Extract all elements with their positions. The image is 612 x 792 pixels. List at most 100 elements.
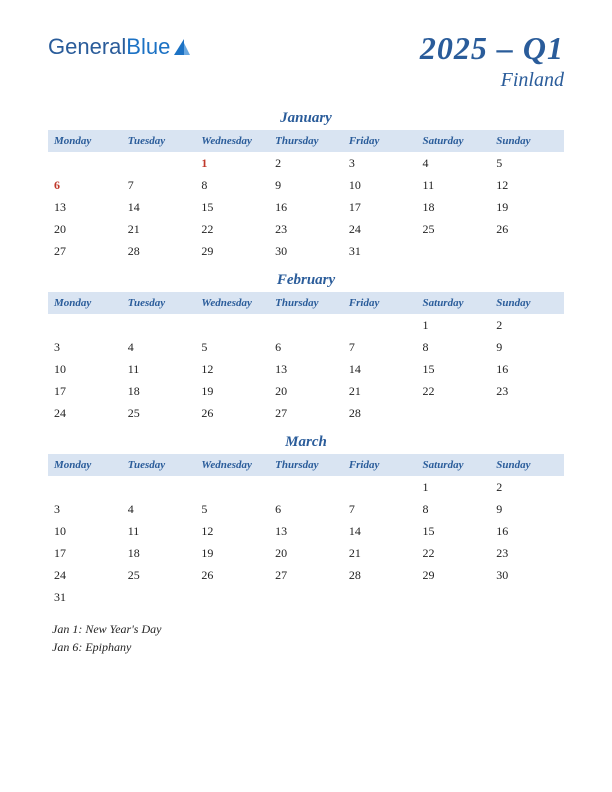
calendar-cell: 3	[48, 498, 122, 520]
weekday-header: Monday	[48, 454, 122, 476]
calendar-row: 12345	[48, 152, 564, 174]
weekday-header: Wednesday	[195, 130, 269, 152]
calendar-cell	[269, 476, 343, 498]
month-block: March MondayTuesdayWednesdayThursdayFrida…	[48, 434, 564, 608]
calendar-cell: 29	[417, 564, 491, 586]
calendar-cell: 11	[122, 520, 196, 542]
calendar-cell: 21	[343, 380, 417, 402]
calendar-cell: 23	[490, 542, 564, 564]
calendar-cell: 11	[417, 174, 491, 196]
calendar-cell: 19	[195, 380, 269, 402]
calendar-cell	[417, 586, 491, 608]
calendar-cell	[417, 402, 491, 424]
calendar-cell: 13	[269, 358, 343, 380]
weekday-header: Thursday	[269, 454, 343, 476]
calendar-cell: 7	[343, 498, 417, 520]
calendar-table: MondayTuesdayWednesdayThursdayFridaySatu…	[48, 130, 564, 262]
calendar-cell: 22	[417, 542, 491, 564]
calendar-row: 13141516171819	[48, 196, 564, 218]
calendar-cell	[490, 240, 564, 262]
calendar-cell: 31	[48, 586, 122, 608]
calendar-cell: 9	[490, 336, 564, 358]
calendar-cell	[48, 476, 122, 498]
weekday-header: Friday	[343, 130, 417, 152]
calendar-cell	[343, 476, 417, 498]
calendar-cell: 2	[490, 314, 564, 336]
calendar-cell: 12	[490, 174, 564, 196]
calendar-cell: 2	[490, 476, 564, 498]
weekday-header: Wednesday	[195, 454, 269, 476]
calendar-cell: 11	[122, 358, 196, 380]
calendar-cell: 17	[343, 196, 417, 218]
weekday-header: Tuesday	[122, 454, 196, 476]
calendar-cell: 1	[417, 476, 491, 498]
logo: GeneralBlue	[48, 30, 192, 60]
calendar-cell: 22	[417, 380, 491, 402]
calendar-cell	[269, 586, 343, 608]
calendar-cell: 16	[490, 358, 564, 380]
calendar-cell: 2	[269, 152, 343, 174]
calendar-cell: 26	[195, 402, 269, 424]
weekday-header: Monday	[48, 130, 122, 152]
calendar-cell: 24	[343, 218, 417, 240]
calendar-table: MondayTuesdayWednesdayThursdayFridaySatu…	[48, 292, 564, 424]
calendar-cell	[195, 476, 269, 498]
month-block: February MondayTuesdayWednesdayThursdayFr…	[48, 272, 564, 424]
calendar-cell	[122, 152, 196, 174]
footnote-line: Jan 1: New Year's Day	[52, 620, 564, 638]
weekday-header: Thursday	[269, 130, 343, 152]
weekday-header: Monday	[48, 292, 122, 314]
calendar-cell: 12	[195, 520, 269, 542]
calendar-cell	[343, 586, 417, 608]
calendar-row: 12	[48, 476, 564, 498]
weekday-header: Friday	[343, 292, 417, 314]
calendar-cell	[122, 476, 196, 498]
calendar-cell	[48, 314, 122, 336]
calendar-cell: 13	[48, 196, 122, 218]
calendar-page: GeneralBlue 2025 – Q1 Finland JanuaryMon…	[0, 0, 612, 676]
calendar-row: 6789101112	[48, 174, 564, 196]
calendar-row: 20212223242526	[48, 218, 564, 240]
calendar-cell: 20	[48, 218, 122, 240]
calendar-cell: 27	[48, 240, 122, 262]
calendar-cell: 14	[343, 358, 417, 380]
calendar-cell: 25	[122, 564, 196, 586]
calendar-cell: 6	[48, 174, 122, 196]
calendar-row: 17181920212223	[48, 380, 564, 402]
month-name: March	[48, 434, 564, 451]
calendar-cell	[195, 314, 269, 336]
calendar-cell	[195, 586, 269, 608]
calendar-cell: 5	[195, 498, 269, 520]
calendar-cell: 23	[490, 380, 564, 402]
calendar-row: 24252627282930	[48, 564, 564, 586]
calendar-cell: 28	[122, 240, 196, 262]
title-block: 2025 – Q1 Finland	[420, 30, 564, 92]
weekday-header: Sunday	[490, 130, 564, 152]
calendar-cell: 9	[269, 174, 343, 196]
calendar-row: 3456789	[48, 498, 564, 520]
calendar-cell: 30	[490, 564, 564, 586]
calendar-cell	[490, 402, 564, 424]
calendar-table: MondayTuesdayWednesdayThursdayFridaySatu…	[48, 454, 564, 608]
calendar-cell: 24	[48, 402, 122, 424]
calendar-cell: 1	[195, 152, 269, 174]
calendar-cell: 27	[269, 564, 343, 586]
calendar-cell: 6	[269, 336, 343, 358]
calendar-cell: 16	[269, 196, 343, 218]
weekday-header: Sunday	[490, 454, 564, 476]
weekday-header: Saturday	[417, 454, 491, 476]
calendar-cell: 18	[417, 196, 491, 218]
calendar-cell: 16	[490, 520, 564, 542]
calendar-cell: 4	[122, 498, 196, 520]
calendar-cell: 8	[417, 336, 491, 358]
page-title: 2025 – Q1	[420, 30, 564, 67]
month-name: February	[48, 272, 564, 289]
calendar-cell: 25	[122, 402, 196, 424]
calendar-cell	[122, 586, 196, 608]
footnote-line: Jan 6: Epiphany	[52, 638, 564, 656]
page-subtitle: Finland	[420, 69, 564, 92]
calendar-cell: 8	[195, 174, 269, 196]
calendar-cell: 17	[48, 380, 122, 402]
calendar-cell	[269, 314, 343, 336]
calendar-cell: 7	[122, 174, 196, 196]
